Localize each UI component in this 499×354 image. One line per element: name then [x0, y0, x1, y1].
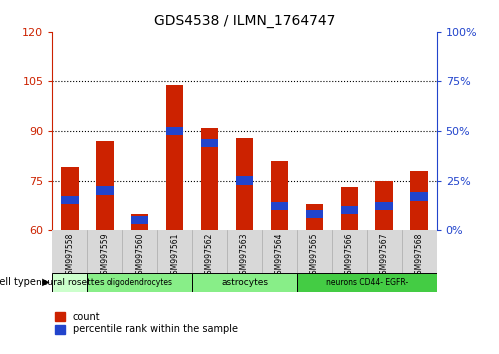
Bar [131, 213, 148, 230]
Text: GSM997561: GSM997561 [170, 232, 179, 279]
Bar [305, 204, 323, 230]
Bar [340, 187, 358, 230]
Text: cell type  ▶: cell type ▶ [0, 277, 50, 287]
Title: GDS4538 / ILMN_1764747: GDS4538 / ILMN_1764747 [154, 14, 335, 28]
Bar [96, 141, 113, 230]
FancyBboxPatch shape [192, 273, 297, 292]
Text: GSM997560: GSM997560 [135, 232, 144, 279]
Bar [201, 139, 218, 147]
Bar [270, 202, 288, 210]
Bar [375, 181, 393, 230]
FancyBboxPatch shape [87, 273, 192, 292]
Bar [96, 186, 113, 195]
Text: GSM997564: GSM997564 [275, 232, 284, 279]
Bar [305, 210, 323, 218]
Bar [201, 128, 218, 230]
Bar [61, 167, 78, 230]
Text: neurons CD44- EGFR-: neurons CD44- EGFR- [326, 278, 408, 287]
Text: GSM997568: GSM997568 [415, 232, 424, 279]
Bar [166, 127, 183, 135]
Text: GSM997563: GSM997563 [240, 232, 249, 279]
Bar [61, 196, 78, 205]
Bar [236, 138, 253, 230]
FancyBboxPatch shape [52, 273, 87, 292]
Legend: count, percentile rank within the sample: count, percentile rank within the sample [55, 312, 238, 335]
Bar [166, 85, 183, 230]
Text: GSM997562: GSM997562 [205, 232, 214, 279]
Bar [410, 171, 428, 230]
Bar [270, 161, 288, 230]
Text: GSM997566: GSM997566 [345, 232, 354, 279]
FancyBboxPatch shape [297, 273, 437, 292]
Text: oligodendrocytes: oligodendrocytes [107, 278, 173, 287]
Text: neural rosettes: neural rosettes [35, 278, 104, 287]
Text: GSM997558: GSM997558 [65, 232, 74, 279]
Bar [131, 216, 148, 224]
Bar [375, 202, 393, 210]
Text: astrocytes: astrocytes [221, 278, 268, 287]
Bar [340, 206, 358, 215]
Text: GSM997559: GSM997559 [100, 232, 109, 279]
Bar [236, 176, 253, 185]
Text: GSM997567: GSM997567 [380, 232, 389, 279]
Bar [410, 192, 428, 200]
Text: GSM997565: GSM997565 [310, 232, 319, 279]
